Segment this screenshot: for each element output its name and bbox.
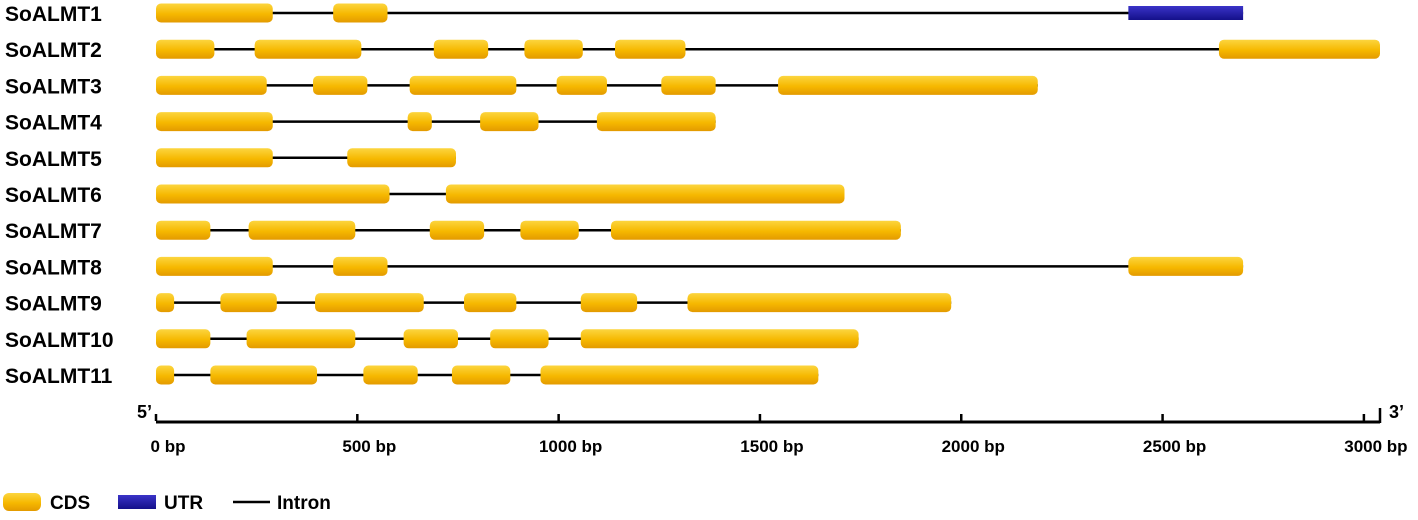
cds-exon xyxy=(156,112,273,132)
gene-row-soalmt8: SoALMT8 xyxy=(5,256,1244,279)
cds-exon xyxy=(580,293,638,313)
cds-exon xyxy=(333,3,388,23)
gene-row-soalmt6: SoALMT6 xyxy=(5,184,845,207)
gene-label: SoALMT4 xyxy=(5,112,102,135)
cds-exon xyxy=(333,256,388,276)
cds-exon xyxy=(315,293,424,313)
position-axis: 0 bp 500 bp 1000 bp 1500 bp 2000 bp 2500 bp 30… xyxy=(137,402,1408,456)
cds-exon xyxy=(156,329,211,349)
gene-label: SoALMT3 xyxy=(5,75,102,98)
cds-exon xyxy=(433,39,489,59)
cds-exon xyxy=(520,220,579,240)
five-prime-label: 5’ xyxy=(137,402,152,422)
cds-exon xyxy=(156,39,215,59)
cds-exon xyxy=(156,75,267,95)
legend-utr-label: UTR xyxy=(164,493,203,514)
cds-exon xyxy=(254,39,362,59)
cds-exon xyxy=(407,112,432,132)
legend-utr-swatch xyxy=(118,495,156,509)
cds-exon xyxy=(156,148,273,168)
legend-cds-label: CDS xyxy=(50,493,90,514)
gene-row-soalmt9: SoALMT9 xyxy=(5,293,952,316)
three-prime-label: 3’ xyxy=(1389,402,1404,422)
cds-exon xyxy=(540,365,819,385)
gene-row-soalmt5: SoALMT5 xyxy=(5,148,456,171)
cds-exon xyxy=(363,365,418,385)
cds-exon xyxy=(156,365,175,385)
cds-exon xyxy=(1128,256,1244,276)
cds-exon xyxy=(248,220,356,240)
gene-label: SoALMT8 xyxy=(5,256,102,279)
legend: CDS UTR Intron xyxy=(3,493,331,514)
cds-exon xyxy=(687,293,952,313)
cds-exon xyxy=(580,329,859,349)
cds-exon xyxy=(490,329,549,349)
cds-exon xyxy=(451,365,511,385)
cds-exon xyxy=(156,184,390,204)
gene-label: SoALMT1 xyxy=(5,3,102,26)
gene-row-soalmt7: SoALMT7 xyxy=(5,220,901,243)
cds-exon xyxy=(156,293,175,313)
cds-exon xyxy=(409,75,517,95)
cds-exon xyxy=(464,293,517,313)
gene-label: SoALMT2 xyxy=(5,39,102,62)
gene-row-soalmt10: SoALMT10 xyxy=(5,329,859,352)
axis-tick-label: 1500 bp xyxy=(740,437,803,456)
axis-tick-label: 2000 bp xyxy=(942,437,1005,456)
cds-exon xyxy=(156,3,273,23)
gene-row-soalmt2: SoALMT2 xyxy=(5,39,1380,62)
gene-label: SoALMT5 xyxy=(5,148,102,171)
gene-label: SoALMT7 xyxy=(5,220,102,243)
cds-exon xyxy=(246,329,356,349)
legend-intron-label: Intron xyxy=(277,493,331,514)
gene-row-soalmt11: SoALMT11 xyxy=(5,365,819,388)
gene-rows: SoALMT1 SoALMT2 SoALMT3 SoALMT4 SoALMT5 SoALM… xyxy=(5,3,1380,388)
cds-exon xyxy=(610,220,901,240)
gene-row-soalmt3: SoALMT3 xyxy=(5,75,1038,98)
axis-tick-label: 3000 bp xyxy=(1344,437,1407,456)
cds-exon xyxy=(480,112,539,132)
cds-exon xyxy=(220,293,277,313)
axis-tick-label: 0 bp xyxy=(151,437,186,456)
cds-exon xyxy=(596,112,716,132)
gene-row-soalmt4: SoALMT4 xyxy=(5,112,716,135)
gene-label: SoALMT6 xyxy=(5,184,102,207)
cds-exon xyxy=(156,220,211,240)
cds-exon xyxy=(524,39,583,59)
cds-exon xyxy=(429,220,485,240)
legend-cds-swatch xyxy=(3,493,41,511)
cds-exon xyxy=(778,75,1038,95)
cds-exon xyxy=(661,75,716,95)
cds-exon xyxy=(1218,39,1380,59)
cds-exon xyxy=(210,365,318,385)
cds-exon xyxy=(615,39,686,59)
gene-label: SoALMT11 xyxy=(5,365,113,388)
gene-row-soalmt1: SoALMT1 xyxy=(5,3,1244,26)
cds-exon xyxy=(556,75,607,95)
axis-tick-label: 1000 bp xyxy=(539,437,602,456)
gene-label: SoALMT10 xyxy=(5,329,114,352)
cds-exon xyxy=(313,75,368,95)
cds-exon xyxy=(445,184,845,204)
axis-tick-label: 2500 bp xyxy=(1143,437,1206,456)
gene-label: SoALMT9 xyxy=(5,293,102,316)
cds-exon xyxy=(347,148,456,168)
utr-region xyxy=(1128,6,1244,20)
cds-exon xyxy=(403,329,458,349)
cds-exon xyxy=(156,256,273,276)
axis-tick-label: 500 bp xyxy=(342,437,396,456)
